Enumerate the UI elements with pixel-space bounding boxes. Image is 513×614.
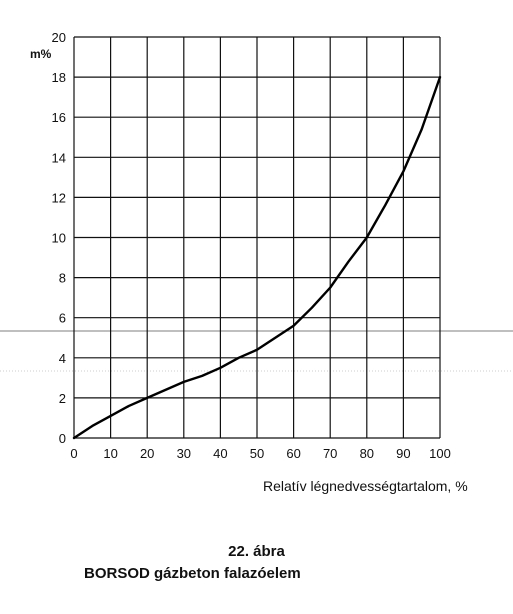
y-tick-label: 12 xyxy=(52,190,66,205)
y-tick-label: 14 xyxy=(52,150,66,165)
x-tick-label: 60 xyxy=(286,446,300,461)
y-tick-label: 10 xyxy=(52,231,66,246)
figure-title: BORSOD gázbeton falazóelem xyxy=(84,565,301,582)
x-tick-label: 70 xyxy=(323,446,337,461)
x-tick-label: 80 xyxy=(360,446,374,461)
y-tick-label: 16 xyxy=(52,110,66,125)
y-tick-label: 0 xyxy=(59,431,66,446)
y-tick-label: 6 xyxy=(59,311,66,326)
y-axis-label: m% xyxy=(30,47,52,61)
x-tick-label: 40 xyxy=(213,446,227,461)
x-axis-label: Relatív légnedvességtartalom, % xyxy=(263,478,468,494)
grid xyxy=(73,36,441,439)
x-tick-label: 90 xyxy=(396,446,410,461)
y-tick-label: 4 xyxy=(59,351,66,366)
series-line xyxy=(72,75,442,440)
x-tick-label: 10 xyxy=(103,446,117,461)
y-tick-label: 2 xyxy=(59,391,66,406)
y-tick-labels: 0 2 4 6 8 10 12 14 16 18 20 xyxy=(52,30,66,446)
x-tick-label: 100 xyxy=(429,446,451,461)
x-tick-label: 0 xyxy=(70,446,77,461)
x-tick-label: 50 xyxy=(250,446,264,461)
y-tick-label: 20 xyxy=(52,30,66,45)
y-tick-label: 18 xyxy=(52,70,66,85)
x-tick-label: 20 xyxy=(140,446,154,461)
series xyxy=(72,75,442,440)
figure-number: 22. ábra xyxy=(228,543,285,560)
x-tick-labels: 0 10 20 30 40 50 60 70 80 90 100 xyxy=(70,446,450,461)
y-tick-label: 8 xyxy=(59,271,66,286)
x-tick-label: 30 xyxy=(177,446,191,461)
